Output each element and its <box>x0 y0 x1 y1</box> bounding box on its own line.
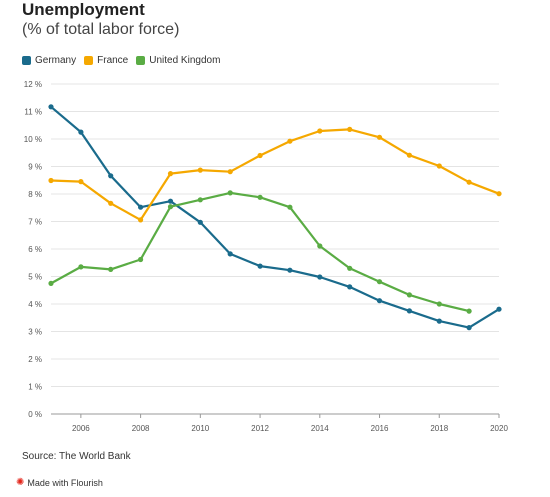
y-tick-label: 11 % <box>24 108 42 117</box>
data-point-germany <box>197 219 203 225</box>
data-point-united-kingdom <box>257 194 263 200</box>
data-point-france <box>317 128 323 134</box>
legend-swatch-france <box>84 56 94 65</box>
data-point-france <box>227 169 233 175</box>
data-point-united-kingdom <box>197 197 203 203</box>
legend-label-france: France <box>97 55 129 66</box>
data-point-united-kingdom <box>406 292 412 298</box>
data-point-united-kingdom <box>287 204 293 210</box>
y-tick-label: 0 % <box>28 410 42 419</box>
data-point-germany <box>287 267 293 273</box>
y-tick-label: 1 % <box>28 383 42 392</box>
data-point-germany <box>257 263 263 269</box>
data-point-united-kingdom <box>48 280 54 286</box>
y-tick-label: 2 % <box>28 355 42 364</box>
legend-item-germany[interactable]: Germany <box>22 55 76 66</box>
data-point-france <box>376 134 383 140</box>
legend-swatch-united-kingdom <box>136 56 146 65</box>
x-tick-label: 2008 <box>132 424 150 433</box>
flourish-credit[interactable]: ✺ Made with Flourish <box>16 477 103 488</box>
x-tick-label: 2006 <box>72 424 90 433</box>
data-point-germany <box>108 173 114 179</box>
x-tick-label: 2012 <box>251 424 269 433</box>
data-point-germany <box>227 251 233 257</box>
legend-label-united-kingdom: United Kingdom <box>149 55 221 66</box>
data-point-france <box>347 126 353 132</box>
y-tick-label: 7 % <box>28 218 42 227</box>
data-point-france <box>287 138 293 144</box>
data-point-germany <box>138 204 144 210</box>
chart-subtitle: (% of total labor force) <box>22 21 180 38</box>
data-point-france <box>138 217 144 223</box>
data-point-germany <box>376 298 383 304</box>
data-point-germany <box>496 306 502 312</box>
legend-item-united-kingdom[interactable]: United Kingdom <box>136 55 220 66</box>
y-tick-label: 3 % <box>28 328 42 337</box>
data-point-france <box>406 152 412 158</box>
chart-title: Unemployment <box>22 0 145 19</box>
x-tick-label: 2020 <box>490 424 508 433</box>
legend-swatch-germany <box>22 56 31 65</box>
data-point-france <box>257 152 263 159</box>
y-tick-label: 4 % <box>28 300 42 309</box>
data-point-france <box>167 171 174 177</box>
y-tick-label: 8 % <box>28 190 42 199</box>
data-point-united-kingdom <box>436 301 442 307</box>
data-point-united-kingdom <box>167 204 174 210</box>
series-line-france <box>49 128 501 221</box>
data-point-france <box>466 179 472 185</box>
legend: Germany France United Kingdom <box>22 55 228 66</box>
y-tick-label: 5 % <box>28 273 42 282</box>
data-point-united-kingdom <box>347 265 353 271</box>
data-point-germany <box>406 308 412 314</box>
data-point-germany <box>347 284 353 290</box>
y-tick-label: 10 % <box>24 135 42 144</box>
credit-label: Made with Flourish <box>27 477 103 488</box>
data-point-france <box>108 200 114 206</box>
data-point-united-kingdom <box>317 243 323 249</box>
x-tick-label: 2016 <box>371 424 389 433</box>
source-note: Source: The World Bank <box>22 451 131 462</box>
data-point-france <box>48 177 54 184</box>
legend-item-france[interactable]: France <box>84 55 128 66</box>
data-point-germany <box>167 198 174 204</box>
data-point-germany <box>436 318 442 324</box>
series-line-germany <box>49 105 501 329</box>
data-point-france <box>197 167 203 173</box>
data-point-united-kingdom <box>108 266 114 272</box>
x-tick-label: 2010 <box>191 424 209 433</box>
data-point-united-kingdom <box>138 256 144 263</box>
data-point-united-kingdom <box>376 279 383 285</box>
data-point-germany <box>48 104 54 110</box>
data-point-united-kingdom <box>466 308 472 314</box>
data-point-france <box>496 191 502 197</box>
y-tick-label: 12 % <box>24 80 42 89</box>
data-point-france <box>78 179 84 185</box>
data-point-germany <box>78 129 84 135</box>
data-point-united-kingdom <box>78 264 84 270</box>
data-point-united-kingdom <box>227 190 233 196</box>
flourish-logo-icon: ✺ <box>16 477 25 488</box>
data-point-france <box>436 163 442 169</box>
data-point-germany <box>466 325 472 331</box>
series-line-united-kingdom <box>49 191 471 313</box>
legend-label-germany: Germany <box>35 55 77 66</box>
y-tick-label: 6 % <box>28 245 42 254</box>
data-point-germany <box>317 274 323 280</box>
x-tick-label: 2014 <box>311 424 329 433</box>
x-tick-label: 2018 <box>430 424 448 433</box>
y-tick-label: 9 % <box>28 163 42 172</box>
